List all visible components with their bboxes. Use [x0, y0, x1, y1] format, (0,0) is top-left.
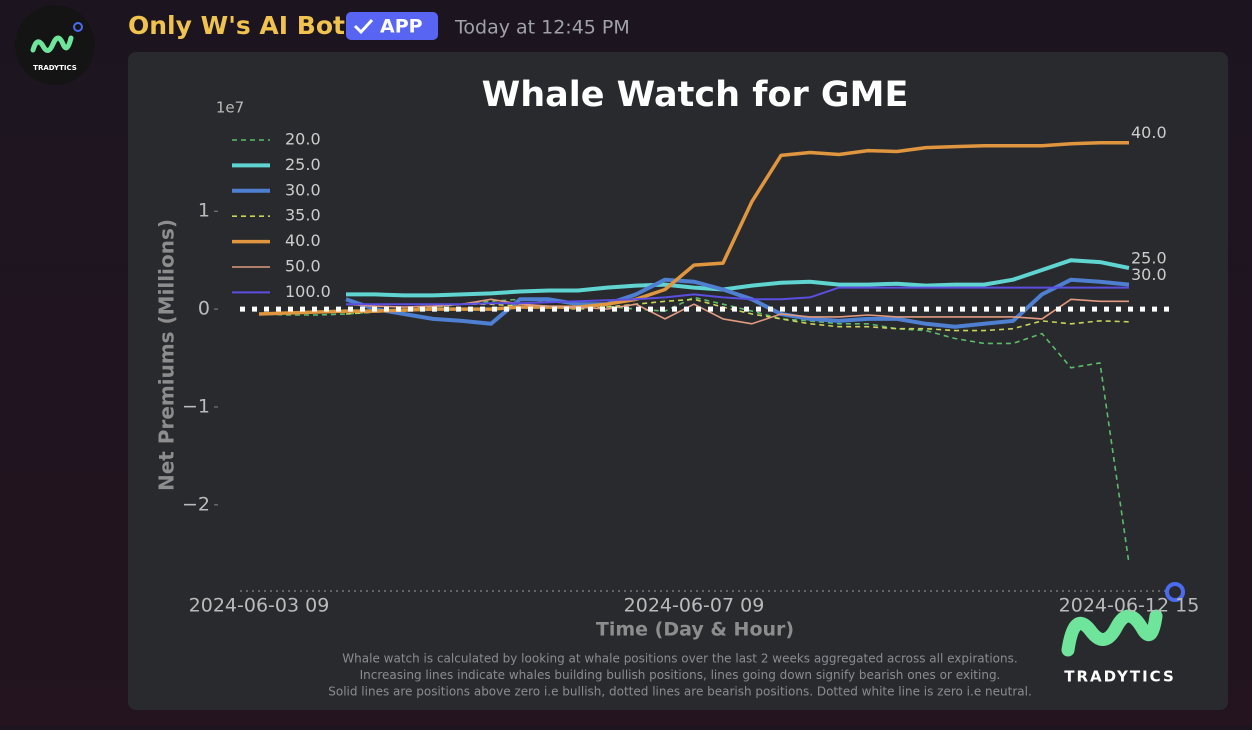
x-tick-label: 2024-06-12 15 [1059, 595, 1200, 617]
avatar-logo [30, 35, 74, 53]
footnote: Solid lines are positions above zero i.e… [328, 685, 1032, 699]
series-line [346, 286, 1129, 306]
y-tick-label: −1 [182, 395, 210, 417]
series-line [345, 277, 1130, 329]
end-label: 30.0 [1131, 265, 1167, 284]
legend-label: 50.0 [285, 257, 321, 276]
x-axis-label: Time (Day & Hour) [596, 619, 794, 641]
author[interactable]: Only W's AI Bot [128, 11, 345, 40]
end-label: 40.0 [1131, 123, 1167, 142]
logo-dot [1165, 582, 1185, 602]
avatar-text: TRADYTICS [33, 64, 77, 72]
end-label: 25.0 [1131, 249, 1167, 268]
legend-label: 30.0 [285, 180, 321, 199]
chart-image[interactable] [128, 52, 1228, 710]
legend-label: 100.0 [285, 282, 331, 301]
series-line [258, 140, 1129, 316]
y-tick-label: −2 [182, 493, 210, 515]
y-tick-label: 1 [198, 200, 210, 222]
logo-text: TRADYTICS [1064, 668, 1176, 686]
footnote: Increasing lines indicate whales buildin… [360, 668, 1001, 682]
x-tick-label: 2024-06-03 09 [189, 595, 330, 617]
x-tick-label: 2024-06-07 09 [624, 595, 765, 617]
timestamp: Today at 12:45 PM [454, 17, 630, 39]
legend-label: 25.0 [285, 155, 321, 174]
badge-check [353, 18, 374, 35]
series-line [345, 298, 1129, 325]
avatar-dot [73, 22, 83, 32]
footnote: Whale watch is calculated by looking at … [342, 652, 1017, 666]
chart-title: Whale Watch for GME [482, 75, 909, 115]
badge [346, 12, 438, 40]
badge-text: APP [380, 16, 423, 38]
y-tick-label: 0 [198, 298, 210, 320]
offset-label: 1e7 [216, 99, 244, 117]
legend-label: 20.0 [285, 130, 321, 149]
logo-mark [1061, 609, 1163, 657]
series-line [346, 258, 1130, 298]
y-axis-label: Net Premiums (Millions) [155, 219, 179, 491]
legend-label: 40.0 [285, 231, 321, 250]
legend-label: 35.0 [285, 206, 321, 225]
